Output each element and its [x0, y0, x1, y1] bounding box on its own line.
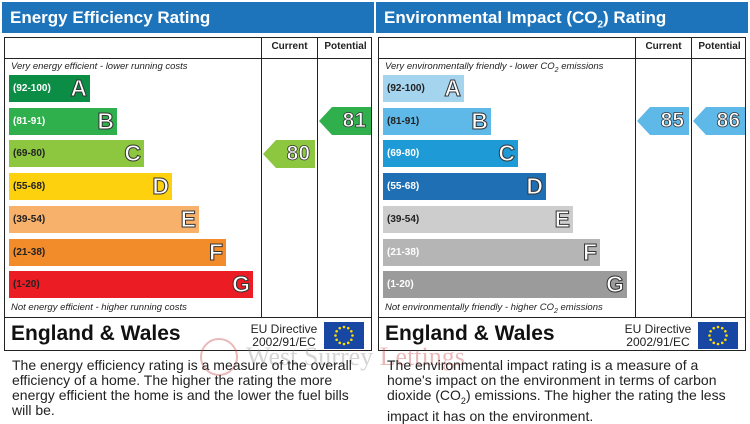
top-note: Very environmentally friendly - lower CO… — [385, 61, 604, 74]
potential-rating-value: 86 — [716, 109, 740, 133]
header-divider — [379, 58, 745, 59]
potential-column-header: Potential — [324, 41, 367, 52]
potential-rating-arrow: 86 — [693, 107, 745, 136]
band-range-label: (21-38) — [13, 246, 46, 258]
band-e: (39-54) E — [9, 205, 199, 233]
region-label: England & Wales — [385, 322, 555, 345]
band-range-label: (1-20) — [13, 279, 40, 291]
band-range-label: (21-38) — [387, 246, 420, 258]
band-range-label: (92-100) — [387, 83, 425, 94]
band-range-label: (69-80) — [387, 148, 420, 160]
eu-directive: EU Directive 2002/91/EC — [618, 323, 698, 349]
watermark-text: West Surrey Lettings — [246, 342, 465, 371]
band-f: (21-38) F — [9, 238, 226, 266]
potential-column-header: Potential — [698, 41, 741, 52]
column-divider — [261, 38, 262, 317]
directive-line-2: 2002/91/EC — [252, 335, 316, 349]
eu-flag-stars — [708, 325, 728, 346]
bottom-note: Not energy efficient - higher running co… — [11, 302, 187, 313]
band-letter: G — [606, 271, 625, 298]
band-letter: A — [444, 75, 462, 102]
rating-frame: Current Potential Very energy efficient … — [4, 37, 372, 351]
band-b: (81-91) B — [383, 107, 491, 135]
column-divider — [635, 38, 636, 317]
band-range-label: (81-91) — [13, 115, 46, 127]
eu-flag-icon — [324, 322, 364, 349]
band-g: (1-20) G — [9, 271, 253, 299]
footer-divider — [379, 317, 745, 318]
band-range-label: (39-54) — [387, 213, 420, 225]
eu-directive: EU Directive 2002/91/EC — [244, 323, 324, 349]
environmental-description: The environmental impact rating is a mea… — [387, 357, 726, 424]
potential-rating-arrow: 81 — [319, 107, 371, 136]
band-range-label: (55-68) — [13, 181, 46, 193]
band-g: (1-20) G — [383, 271, 627, 299]
band-d: (55-68) D — [383, 173, 546, 201]
current-rating-arrow: 80 — [263, 139, 315, 168]
watermark-logo-icon — [200, 338, 238, 376]
band-range-label: (39-54) — [13, 213, 46, 225]
directive-line-1: EU Directive — [250, 322, 318, 336]
band-d: (55-68) D — [9, 173, 172, 201]
eu-flag-icon — [698, 322, 738, 349]
header-divider — [5, 58, 371, 59]
region-label: England & Wales — [11, 322, 181, 345]
directive-line-2: 2002/91/EC — [626, 335, 690, 349]
panel-title: Energy Efficiency Rating — [2, 2, 374, 33]
energy-efficiency-panel: Energy Efficiency Rating Current Potenti… — [2, 2, 374, 352]
environmental-impact-panel: Environmental Impact (CO2) Rating Curren… — [376, 2, 748, 352]
directive-line-1: EU Directive — [624, 322, 692, 336]
band-b: (81-91) B — [9, 107, 117, 135]
watermark: West Surrey Lettings — [200, 338, 580, 378]
band-range-label: (81-91) — [387, 115, 420, 127]
current-rating-value: 85 — [660, 109, 684, 133]
band-range-label: (55-68) — [387, 181, 420, 193]
band-c: (69-80) C — [9, 140, 144, 168]
energy-description: The energy efficiency rating is a measur… — [12, 357, 352, 418]
band-letter: C — [498, 140, 516, 167]
band-letter: E — [554, 205, 570, 232]
band-range-label: (69-80) — [13, 148, 46, 160]
band-letter: F — [582, 238, 597, 265]
footer-divider — [5, 317, 371, 318]
band-f: (21-38) F — [383, 238, 600, 266]
band-letter: C — [124, 140, 142, 167]
band-letter: E — [180, 205, 196, 232]
band-range-label: (1-20) — [387, 279, 414, 291]
top-note: Very energy efficient - lower running co… — [11, 61, 188, 72]
band-letter: B — [471, 107, 489, 134]
band-c: (69-80) C — [383, 140, 518, 168]
bottom-note: Not environmentally friendly - higher CO… — [385, 302, 603, 315]
column-divider — [317, 38, 318, 317]
rating-frame: Current Potential Very environmentally f… — [378, 37, 746, 351]
column-divider — [691, 38, 692, 317]
current-column-header: Current — [645, 41, 682, 52]
band-letter: G — [232, 271, 251, 298]
band-letter: F — [208, 238, 223, 265]
band-letter: A — [70, 75, 88, 102]
band-a: (92-100) A — [383, 75, 464, 102]
current-rating-arrow: 85 — [637, 107, 689, 136]
current-rating-value: 80 — [286, 141, 310, 165]
band-e: (39-54) E — [383, 205, 573, 233]
band-letter: D — [152, 173, 170, 200]
eu-flag-stars — [334, 325, 354, 346]
panel-title: Environmental Impact (CO2) Rating — [376, 2, 748, 33]
band-letter: D — [526, 173, 544, 200]
band-letter: B — [97, 107, 115, 134]
potential-rating-value: 81 — [342, 109, 366, 133]
band-a: (92-100) A — [9, 75, 90, 102]
current-column-header: Current — [271, 41, 308, 52]
band-range-label: (92-100) — [13, 83, 51, 94]
